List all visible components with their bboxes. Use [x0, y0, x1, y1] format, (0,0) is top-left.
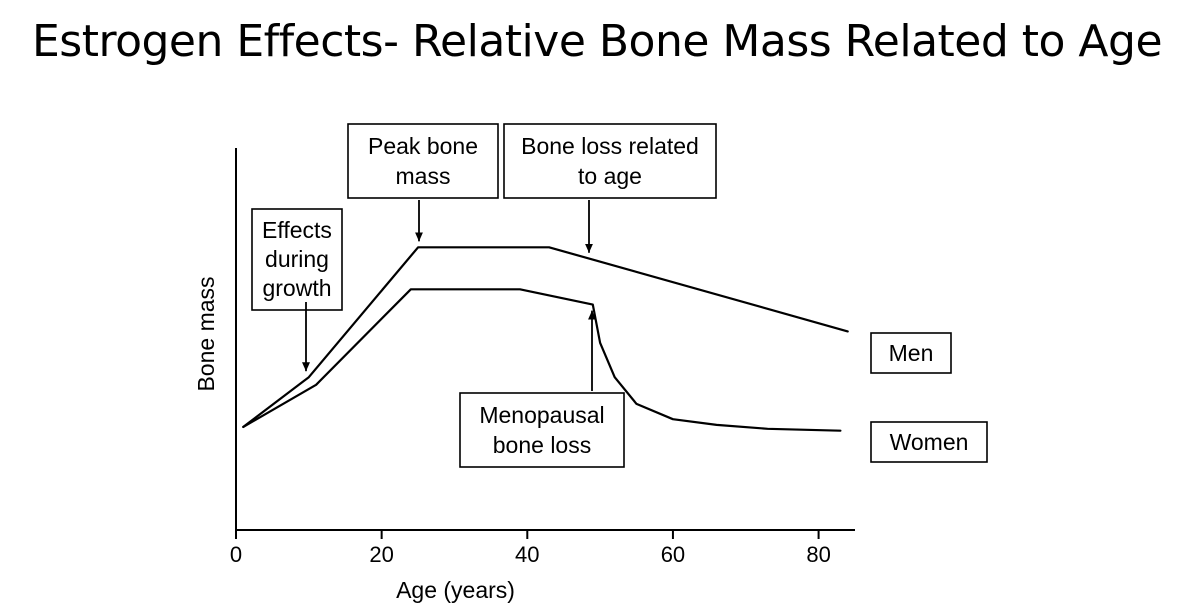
annotation-age: Bone loss related to age	[503, 123, 717, 253]
x-tick-label: 80	[806, 542, 830, 567]
annotation-growth-text: growth	[262, 275, 331, 301]
series-label-men: Men	[870, 332, 952, 374]
series-line-women	[242, 288, 842, 432]
annotation-peak-box	[347, 123, 499, 199]
page-title: Estrogen Effects- Relative Bone Mass Rel…	[31, 16, 1163, 67]
annotation-peak-text: Peak bone	[368, 133, 478, 159]
x-tick-label: 40	[515, 542, 539, 567]
series-line-men	[242, 246, 849, 428]
x-tick-label: 0	[230, 542, 242, 567]
y-axis-label: Bone mass	[193, 276, 219, 391]
series-label-box	[870, 332, 952, 374]
annotation-menopause-text: Menopausal	[479, 402, 604, 428]
x-axis-label: Age (years)	[396, 577, 515, 603]
annotation-peak-text: mass	[396, 163, 451, 189]
x-tick-label: 60	[661, 542, 685, 567]
annotation-growth-box	[251, 208, 343, 311]
annotation-age-text: to age	[578, 163, 642, 189]
annotation-menopause-text: bone loss	[493, 432, 591, 458]
annotation-age-box	[503, 123, 717, 199]
annotation-peak: Peak bone mass	[347, 123, 499, 242]
x-tick-label: 20	[369, 542, 393, 567]
annotation-age-text: Bone loss related	[521, 133, 699, 159]
annotation-growth-text: during	[265, 246, 329, 272]
annotation-growth-text: Effects	[262, 217, 332, 243]
series-label-text: Men	[889, 340, 934, 366]
annotation-growth: Effects during growth	[251, 208, 343, 372]
series-label-box	[870, 421, 988, 463]
series-label-text: Women	[890, 429, 969, 455]
series-label-women: Women	[870, 421, 988, 463]
annotation-menopause-box	[459, 392, 625, 468]
annotation-menopause: Menopausal bone loss	[459, 310, 625, 468]
